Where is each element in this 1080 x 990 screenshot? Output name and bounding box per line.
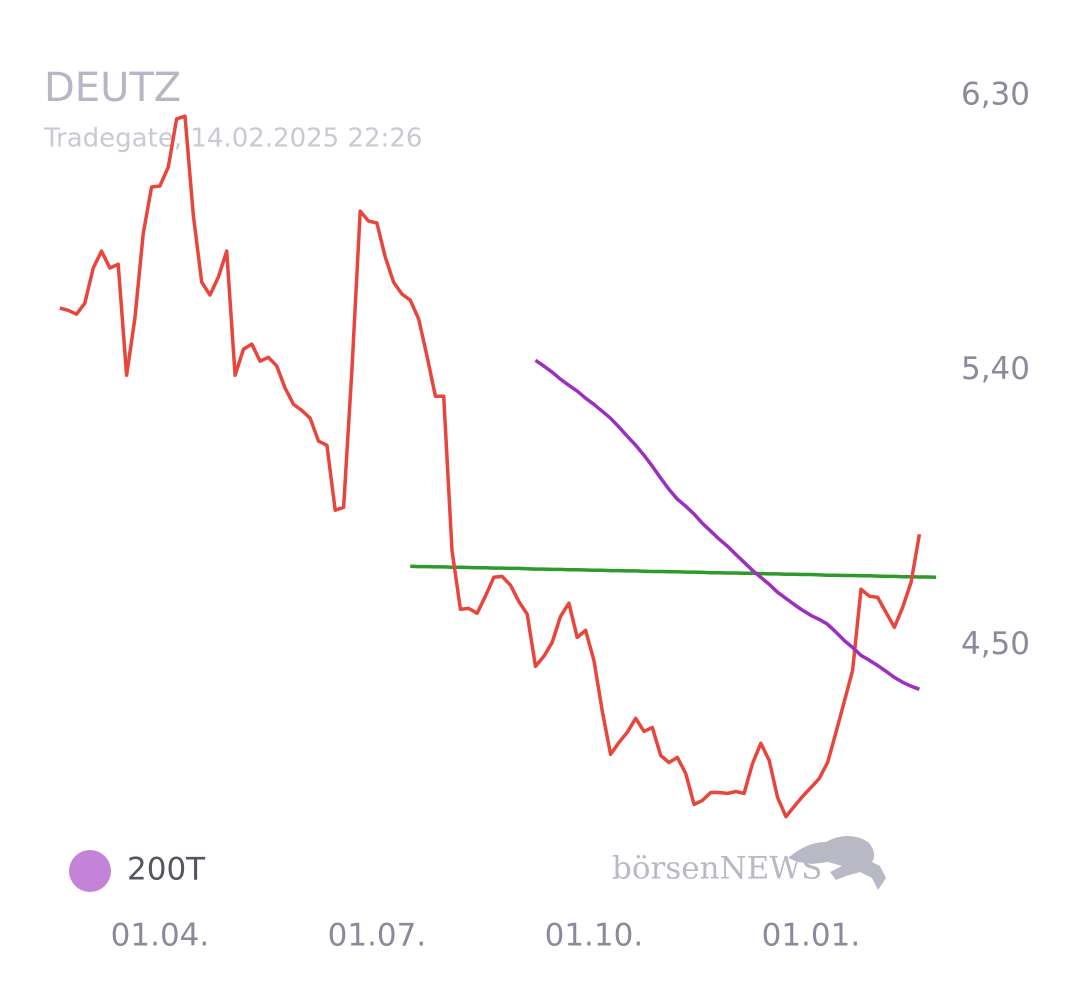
- series-line: [534, 358, 921, 691]
- logo: börsenNEWS: [612, 836, 886, 890]
- legend-label: 200T: [127, 852, 206, 888]
- logo-bull: [788, 836, 886, 890]
- x-tick-label: 01.01.: [762, 918, 861, 954]
- y-tick-label: 4,50: [961, 626, 1030, 662]
- chart-title: DEUTZ: [44, 65, 181, 111]
- legend-swatch: [69, 850, 111, 892]
- series-line: [59, 114, 922, 819]
- x-tick-label: 01.10.: [545, 918, 644, 954]
- y-tick-label: 5,40: [961, 351, 1030, 387]
- logo-text: börsenNEWS: [612, 851, 822, 887]
- chart-subtitle: Tradegate, 14.02.2025 22:26: [43, 124, 422, 154]
- x-tick-label: 01.07.: [328, 918, 427, 954]
- x-tick-label: 01.04.: [111, 918, 210, 954]
- series-line: [410, 564, 937, 580]
- y-tick-label: 6,30: [961, 77, 1030, 113]
